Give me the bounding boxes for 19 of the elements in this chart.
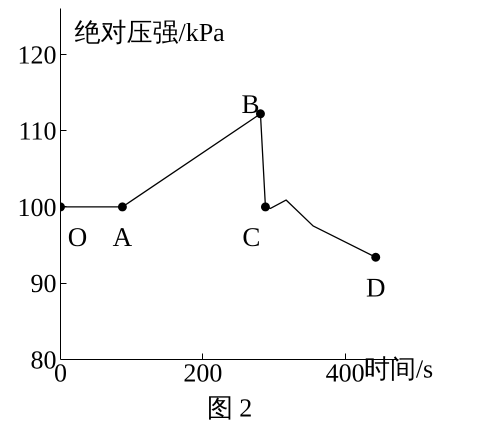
y-tick-label: 100	[18, 192, 56, 222]
y-tick-label: 120	[18, 40, 56, 70]
annotation: C	[242, 222, 260, 252]
y-tick-label: 90	[30, 269, 56, 298]
point	[118, 202, 127, 212]
y-tick-label: 110	[18, 116, 57, 146]
x-axis-title: 时间/s	[364, 354, 434, 384]
point	[371, 252, 380, 262]
annotation: O	[68, 222, 88, 252]
y-axis-title: 绝对压强/kPa	[74, 18, 226, 47]
y-tick-label: 80	[30, 346, 56, 374]
annotation: A	[112, 222, 133, 252]
point	[260, 202, 270, 212]
annotation: D	[366, 272, 386, 302]
x-tick-label: 200	[183, 358, 222, 388]
x-tick-label: 400	[326, 358, 365, 388]
caption: 图 2	[206, 394, 252, 422]
x-tick-label: 0	[54, 358, 67, 388]
annotation: B	[241, 88, 260, 119]
